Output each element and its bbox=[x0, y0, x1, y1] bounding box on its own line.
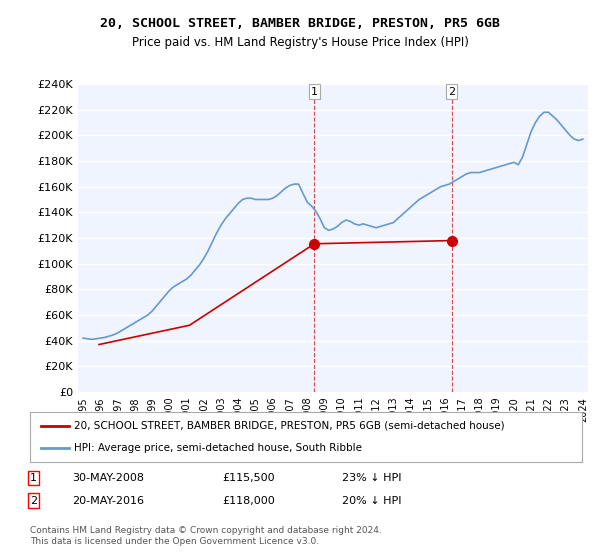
Text: 2: 2 bbox=[30, 496, 37, 506]
Text: 23% ↓ HPI: 23% ↓ HPI bbox=[342, 473, 401, 483]
Text: 30-MAY-2008: 30-MAY-2008 bbox=[72, 473, 144, 483]
Text: Price paid vs. HM Land Registry's House Price Index (HPI): Price paid vs. HM Land Registry's House … bbox=[131, 36, 469, 49]
Text: 20% ↓ HPI: 20% ↓ HPI bbox=[342, 496, 401, 506]
Text: HPI: Average price, semi-detached house, South Ribble: HPI: Average price, semi-detached house,… bbox=[74, 443, 362, 453]
Text: 2: 2 bbox=[448, 87, 455, 96]
Text: 1: 1 bbox=[311, 87, 318, 96]
Text: £115,500: £115,500 bbox=[222, 473, 275, 483]
Text: Contains HM Land Registry data © Crown copyright and database right 2024.
This d: Contains HM Land Registry data © Crown c… bbox=[30, 526, 382, 546]
Text: 20, SCHOOL STREET, BAMBER BRIDGE, PRESTON, PR5 6GB (semi-detached house): 20, SCHOOL STREET, BAMBER BRIDGE, PRESTO… bbox=[74, 421, 505, 431]
Text: 20, SCHOOL STREET, BAMBER BRIDGE, PRESTON, PR5 6GB: 20, SCHOOL STREET, BAMBER BRIDGE, PRESTO… bbox=[100, 17, 500, 30]
Text: 20-MAY-2016: 20-MAY-2016 bbox=[72, 496, 144, 506]
Text: £118,000: £118,000 bbox=[222, 496, 275, 506]
Text: 1: 1 bbox=[30, 473, 37, 483]
